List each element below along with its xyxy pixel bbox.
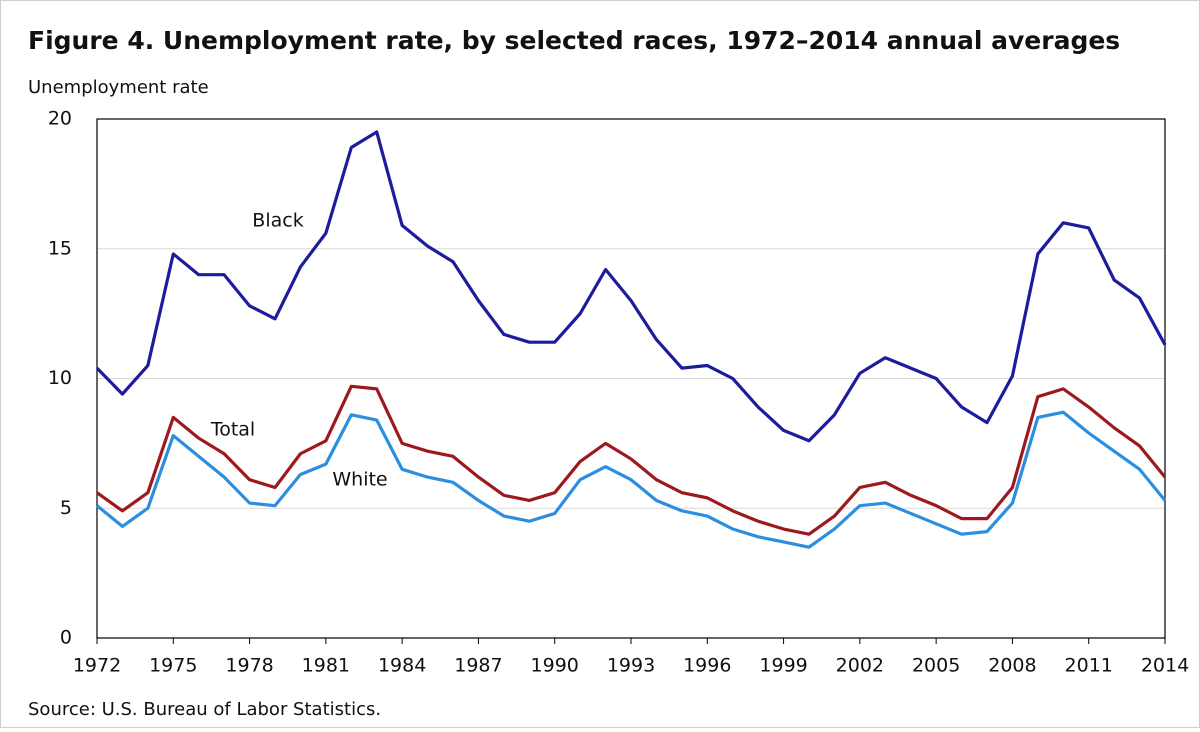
plot-frame	[96, 118, 1166, 639]
x-tick-label: 1972	[73, 655, 121, 677]
x-tick-label: 1978	[225, 655, 273, 677]
source-note: Source: U.S. Bureau of Labor Statistics.	[28, 699, 381, 720]
y-tick-label: 10	[48, 367, 72, 389]
x-tick-label: 2005	[912, 655, 960, 677]
x-tick-label: 1975	[149, 655, 197, 677]
x-tick-label: 2002	[836, 655, 884, 677]
y-tick-label: 5	[60, 497, 72, 519]
x-tick-label: 1990	[531, 655, 579, 677]
y-axis-label: Unemployment rate	[28, 77, 209, 98]
x-tick-label: 1987	[454, 655, 502, 677]
series-line	[95, 410, 1167, 549]
y-tick-label: 20	[48, 108, 72, 130]
chart-title: Figure 4. Unemployment rate, by selected…	[28, 26, 1120, 55]
x-tick-label: 1999	[759, 655, 807, 677]
x-tick-label: 2014	[1141, 655, 1189, 677]
x-tick-label: 1984	[378, 655, 426, 677]
y-tick-label: 0	[60, 627, 72, 649]
series-label: Black	[252, 210, 303, 232]
series-label: White	[332, 469, 387, 491]
y-tick-label: 15	[48, 237, 72, 259]
x-tick-label: 2008	[988, 655, 1036, 677]
series-label: Total	[210, 419, 255, 441]
series-line	[95, 130, 1167, 443]
series-line	[96, 384, 1167, 536]
x-tick-label: 1993	[607, 655, 655, 677]
x-tick-label: 1996	[683, 655, 731, 677]
x-tick-label: 1981	[302, 655, 350, 677]
x-tick-label: 2011	[1065, 655, 1113, 677]
